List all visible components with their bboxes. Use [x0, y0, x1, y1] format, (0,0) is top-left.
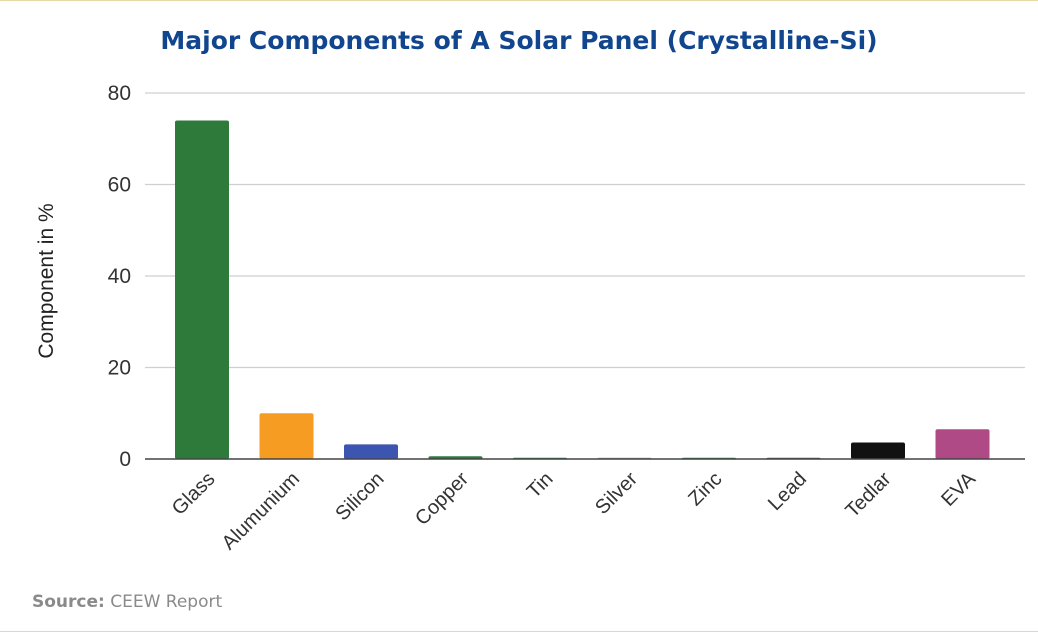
- y-tick-label: 40: [108, 265, 131, 288]
- x-tick-label: Lead: [764, 468, 811, 515]
- bar-alumunium: [259, 413, 314, 459]
- bar-eva: [935, 429, 990, 459]
- bar-glass: [175, 120, 229, 459]
- source-note: Source: CEEW Report: [32, 592, 222, 612]
- x-tick-label: Tin: [523, 468, 558, 503]
- top-divider: [0, 0, 1038, 1]
- y-tick-label: 0: [119, 448, 131, 471]
- gridlines: [145, 92, 1025, 369]
- bar-tedlar: [851, 442, 905, 459]
- y-axis-label: Component in %: [35, 203, 58, 358]
- x-tick-label: Copper: [411, 468, 473, 530]
- y-tick-label: 60: [108, 174, 131, 197]
- x-tick-label: Tedlar: [841, 468, 895, 522]
- y-tick-labels: 0 20 40 60 80: [108, 82, 131, 471]
- source-label: Source:: [32, 592, 105, 612]
- x-tick-label: Silicon: [331, 468, 388, 525]
- x-tick-label: Zinc: [684, 468, 726, 510]
- chart-title: Major Components of A Solar Panel (Cryst…: [160, 26, 878, 55]
- bars: [175, 120, 990, 459]
- x-tick-label: EVA: [937, 468, 980, 511]
- bar-silicon: [344, 444, 398, 459]
- bottom-divider: [0, 631, 1038, 632]
- x-tick-label: Alumunium: [218, 468, 304, 554]
- x-tick-label: Silver: [591, 468, 642, 519]
- y-tick-label: 20: [108, 357, 131, 380]
- y-tick-label: 80: [108, 82, 131, 105]
- x-tick-label: Glass: [168, 468, 220, 520]
- source-text: CEEW Report: [110, 592, 223, 612]
